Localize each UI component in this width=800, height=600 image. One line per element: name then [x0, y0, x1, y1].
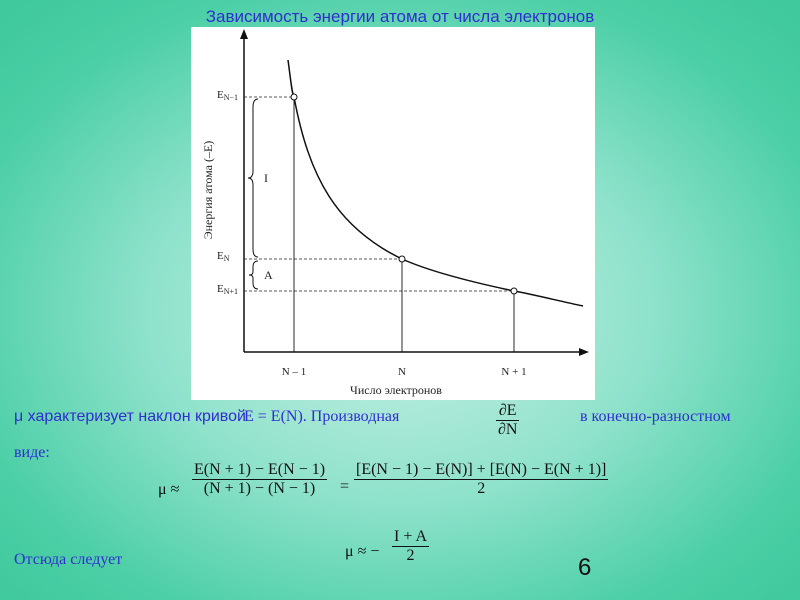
fraction-3-den: 2	[406, 547, 415, 564]
brace-a	[248, 260, 259, 290]
fraction-2-num: [E(N − 1) − E(N)] + [E(N) − E(N + 1)]	[354, 461, 609, 480]
page-number: 6	[578, 554, 592, 581]
ytick-en: EN	[217, 250, 230, 263]
fraction-2: [E(N − 1) − E(N)] + [E(N) − E(N + 1)] 2	[354, 461, 609, 498]
conclusion-text: Отсюда следует	[14, 551, 123, 568]
derivative-fraction: ∂E ∂N	[496, 402, 520, 439]
derivative-den: ∂N	[498, 421, 518, 438]
x-axis-arrow	[579, 348, 589, 356]
xtick-n+1: N + 1	[501, 366, 526, 378]
mu-approx-symbol: μ ≈	[158, 481, 180, 498]
energy-curve-diagram: I A EN−1 EN EN+1 N – 1 N N + 1 Число эле…	[201, 29, 589, 397]
y-axis-arrow	[240, 29, 248, 39]
point-n-1	[290, 93, 298, 101]
point-n	[398, 255, 406, 263]
ytick-en+1: EN+1	[217, 283, 238, 296]
x-axis-label: Число электронов	[350, 383, 442, 397]
fraction-2-den: 2	[477, 480, 486, 497]
text-line-2: виде:	[14, 444, 50, 461]
text-line-1b: E = E(N). Производная	[244, 408, 400, 425]
y-axis-label: Энергия атома (–E)	[201, 141, 215, 240]
brace-i	[247, 98, 259, 258]
mu-final-symbol: μ ≈ −	[345, 543, 380, 560]
fraction-3-num: I + A	[392, 528, 430, 547]
fraction-1: E(N + 1) − E(N − 1) (N + 1) − (N − 1)	[192, 461, 328, 498]
brace-label-i: I	[264, 171, 268, 185]
slide-title: Зависимость энергии атома от числа элект…	[205, 7, 595, 26]
equals-sign: =	[340, 478, 350, 495]
energy-curve-figure: I A EN−1 EN EN+1 N – 1 N N + 1 Число эле…	[191, 27, 595, 400]
point-n+1	[510, 287, 518, 295]
brace-label-a: A	[264, 268, 273, 282]
text-line-1c: в конечно-разностном	[580, 408, 731, 425]
fraction-3: I + A 2	[392, 528, 430, 565]
xtick-n-1: N – 1	[282, 366, 306, 378]
ytick-en-1: EN−1	[217, 89, 238, 102]
energy-curve	[287, 59, 584, 307]
fraction-1-num: E(N + 1) − E(N − 1)	[192, 461, 328, 480]
fraction-1-den: (N + 1) − (N − 1)	[203, 480, 316, 497]
text-line-1a: μ характеризует наклон кривой	[14, 408, 246, 425]
xtick-n: N	[398, 366, 406, 378]
derivative-num: ∂E	[496, 402, 520, 421]
